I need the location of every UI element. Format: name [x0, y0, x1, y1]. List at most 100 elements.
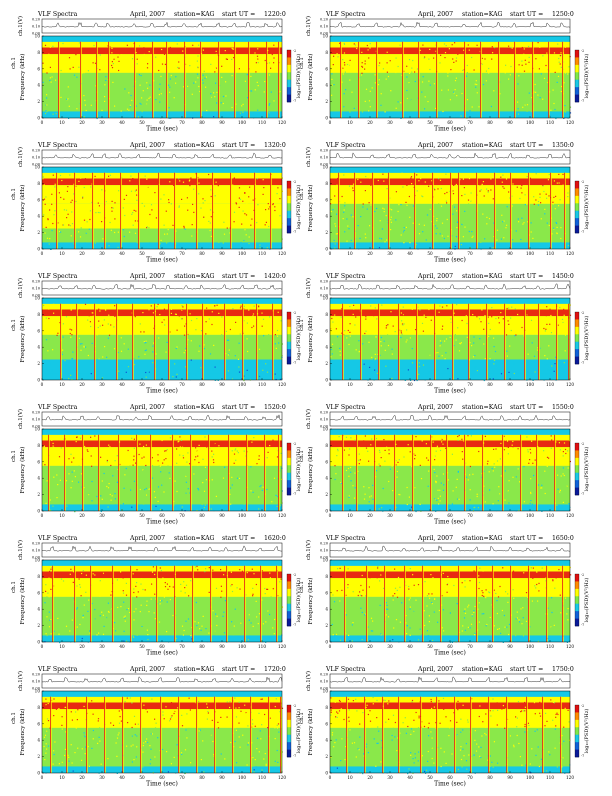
spectrogram-speckle	[344, 114, 345, 115]
spectrogram-speckle	[482, 214, 483, 215]
spectrogram-speckle	[350, 467, 351, 468]
panel-header-date: April, 2007	[129, 11, 165, 18]
spectrogram-speckle	[66, 210, 67, 211]
spectrogram-speckle	[54, 314, 55, 315]
spectrogram-speckle	[43, 358, 44, 359]
panel-header-title: VLF Spectra	[325, 273, 366, 280]
spectrogram-speckle	[231, 379, 232, 380]
spectrogram-speckle	[543, 450, 544, 451]
spectrogram-speckle	[54, 228, 55, 229]
spectrogram-speckle	[346, 470, 347, 471]
spectrogram-speckle	[462, 320, 463, 321]
spectrogram-speckle	[124, 215, 125, 216]
spectrogram-speckle	[70, 375, 71, 376]
spectrogram-speckle	[384, 341, 385, 342]
spectrogram-speckle	[100, 54, 101, 55]
spectrogram-speckle	[170, 78, 171, 79]
spectrogram-speckle	[216, 496, 217, 497]
colorbar-tick-label: -7	[293, 361, 296, 365]
spectrogram-speckle	[426, 342, 427, 343]
spectrogram-speckle	[358, 366, 359, 367]
spectrogram-speckle	[365, 61, 366, 62]
spectrogram-speckle	[555, 234, 556, 235]
colorbar-segment	[287, 211, 291, 219]
spectrogram-speckle	[560, 481, 561, 482]
spectrogram-speckle	[90, 488, 91, 489]
spectrogram-speckle	[87, 493, 88, 494]
y-tick-label: 4	[325, 83, 328, 88]
spectrogram-speckle	[464, 340, 465, 341]
spectrogram-speckle	[191, 320, 192, 321]
spectrogram-speckle	[545, 493, 546, 494]
spectrogram-speckle	[560, 55, 561, 56]
x-tick-label: 10	[347, 513, 353, 518]
spectrogram-speckle	[109, 314, 110, 315]
spectrogram-speckle	[409, 347, 410, 348]
spectrogram-speckle	[169, 246, 170, 247]
spectrogram-speckle	[500, 507, 501, 508]
spectrogram-speckle	[216, 102, 217, 103]
spectrogram-speckle	[531, 320, 532, 321]
spectrogram-speckle	[261, 486, 262, 487]
spectrogram-speckle	[510, 66, 511, 67]
spectrogram-speckle	[385, 306, 386, 307]
spectrogram-speckle	[105, 497, 106, 498]
sferic-streak	[480, 42, 481, 118]
colorbar-tick-label: -7	[581, 492, 584, 496]
spectrogram-speckle	[239, 68, 240, 69]
spectrogram-speckle	[246, 114, 247, 115]
spectrogram-speckle	[467, 72, 468, 73]
spectrogram-speckle	[483, 343, 484, 344]
spectrogram-speckle	[422, 357, 423, 358]
spectrogram-speckle	[140, 489, 141, 490]
spectrogram-speckle	[59, 192, 60, 193]
spectrogram-speckle	[413, 205, 414, 206]
colorbar-segment	[287, 342, 291, 350]
spectrogram-speckle	[56, 312, 57, 313]
spectrogram-speckle	[195, 313, 196, 314]
spectrogram-speckle	[238, 83, 239, 84]
spectrogram-speckle	[406, 329, 407, 330]
sferic-streak	[372, 173, 373, 249]
spectrogram-speckle	[258, 496, 259, 497]
sferic-streak-halo	[135, 42, 136, 118]
spectrogram-speckle	[354, 324, 355, 325]
spectrogram-speckle	[147, 67, 148, 68]
spectrogram-speckle	[407, 84, 408, 85]
sferic-streak	[278, 435, 279, 511]
spectrogram-speckle	[66, 364, 67, 365]
spectrogram-speckle	[390, 304, 391, 305]
spectrogram-speckle	[71, 86, 72, 87]
spectrogram-speckle	[168, 85, 169, 86]
spectrogram-speckle	[134, 439, 135, 440]
spectrogram-speckle	[436, 233, 437, 234]
spectrogram-speckle	[69, 106, 70, 107]
spectrogram-speckle	[411, 483, 412, 484]
spectrogram-speckle	[352, 62, 353, 63]
spectrogram-speckle	[564, 105, 565, 106]
spectrogram-speckle	[72, 491, 73, 492]
spectrogram-speckle	[104, 353, 105, 354]
spectrogram-speckle	[83, 346, 84, 347]
spectrogram-speckle	[374, 351, 375, 352]
spectrogram-speckle	[389, 312, 390, 313]
spectrogram-speckle	[376, 374, 377, 375]
spectrogram-speckle	[438, 178, 439, 179]
spectrogram-speckle	[269, 62, 270, 63]
spectrogram-speckle	[56, 113, 57, 114]
spectrogram-speckle	[529, 459, 530, 460]
spectrogram-speckle	[212, 337, 213, 338]
spectrogram-speckle	[384, 317, 385, 318]
spectrogram-speckle	[99, 205, 100, 206]
spectrogram-speckle	[419, 362, 420, 363]
spectrogram-speckle	[116, 189, 117, 190]
spectrogram-speckle	[419, 309, 420, 310]
spectrogram-speckle	[45, 233, 46, 234]
spectrogram-speckle	[56, 442, 57, 443]
spectrogram-speckle	[379, 464, 380, 465]
spectrogram-speckle	[148, 309, 149, 310]
spectrogram-speckle	[337, 175, 338, 176]
spectrogram-speckle	[124, 187, 125, 188]
spectrogram-speckle	[179, 207, 180, 208]
spectrogram-speckle	[548, 195, 549, 196]
